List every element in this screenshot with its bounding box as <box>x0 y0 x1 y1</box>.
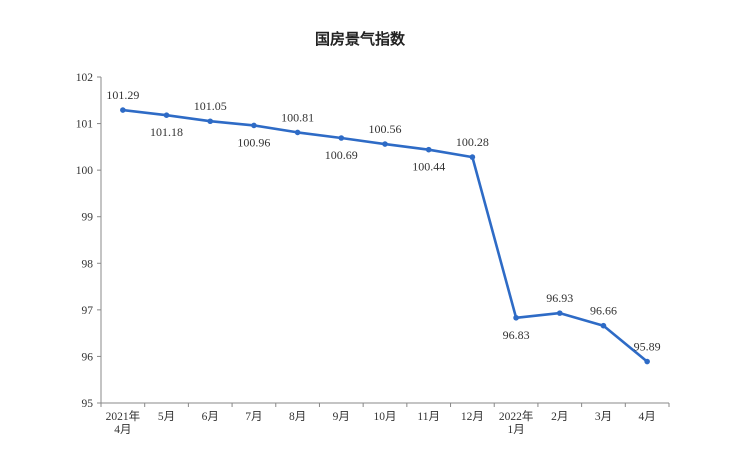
data-label: 101.18 <box>150 125 183 139</box>
data-label: 101.29 <box>106 88 139 102</box>
data-point <box>207 118 214 125</box>
x-tick-label: 4月 <box>114 424 131 436</box>
x-tick-label: 1月 <box>507 424 524 436</box>
data-label: 100.56 <box>369 122 402 136</box>
y-tick-label: 96 <box>82 351 94 363</box>
x-tick-label: 8月 <box>289 411 306 423</box>
data-point <box>163 112 170 118</box>
x-tick-label: 5月 <box>158 411 175 423</box>
data-point <box>600 322 607 329</box>
data-label: 101.05 <box>194 99 227 113</box>
data-label: 96.93 <box>546 291 573 305</box>
chart-title: 国房景气指数 <box>315 30 406 48</box>
y-tick-label: 98 <box>82 258 94 270</box>
data-label: 100.28 <box>456 135 489 149</box>
data-point <box>425 146 432 153</box>
x-tick-label: 3月 <box>595 411 612 423</box>
x-tick-label: 9月 <box>333 411 350 423</box>
data-point <box>120 107 126 113</box>
data-label: 96.83 <box>503 328 530 342</box>
x-tick-label: 11月 <box>417 411 440 423</box>
y-tick-label: 101 <box>76 119 94 131</box>
x-tick-label: 6月 <box>202 411 219 423</box>
x-tick-label: 2021年 <box>106 409 141 423</box>
data-point <box>469 154 476 160</box>
data-point <box>644 358 650 365</box>
data-point <box>294 129 301 136</box>
x-tick-label: 10月 <box>374 411 397 423</box>
y-tick-label: 97 <box>82 305 94 317</box>
data-label: 100.96 <box>237 135 270 149</box>
data-point <box>382 141 388 147</box>
data-label: 100.69 <box>325 148 358 162</box>
data-label: 96.66 <box>590 304 617 318</box>
y-tick-label: 100 <box>76 165 94 177</box>
x-tick-label: 4月 <box>639 411 656 423</box>
y-tick-label: 95 <box>82 398 94 410</box>
y-tick-label: 102 <box>76 72 94 84</box>
data-point <box>513 314 519 321</box>
x-tick-label: 2月 <box>551 411 568 423</box>
y-tick-label: 99 <box>82 212 94 224</box>
data-point <box>338 135 345 141</box>
data-label: 100.81 <box>281 110 314 124</box>
data-label: 100.44 <box>412 160 445 174</box>
x-tick-label: 12月 <box>461 411 484 423</box>
x-tick-label: 7月 <box>245 411 262 423</box>
data-label: 95.89 <box>634 340 661 354</box>
x-tick-label: 2022年 <box>499 409 534 423</box>
data-point <box>556 310 563 316</box>
data-point <box>251 122 257 129</box>
series-line <box>122 108 649 363</box>
